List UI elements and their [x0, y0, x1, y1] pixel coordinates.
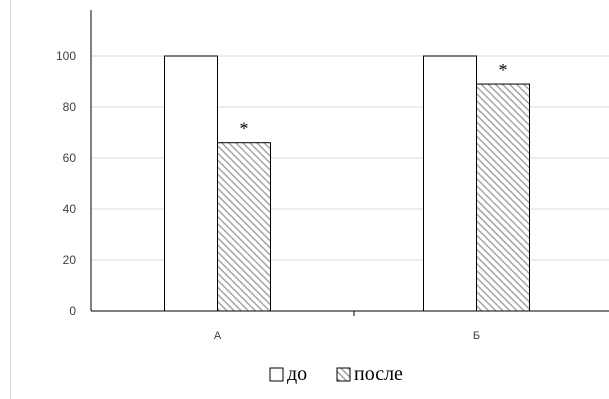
bar-after	[217, 142, 271, 312]
y-tick-label: 80	[63, 100, 77, 114]
significance-asterisk: *	[240, 119, 249, 139]
bar-after	[476, 83, 530, 312]
bar-before	[164, 55, 218, 312]
bars	[164, 55, 530, 312]
bar-before	[423, 55, 477, 312]
annotations: **	[240, 60, 508, 139]
legend-swatch-after	[336, 367, 351, 382]
legend-label-after: после	[354, 363, 403, 385]
legend-swatch-before	[269, 367, 284, 382]
left-border-line	[10, 0, 11, 399]
y-tick-label: 0	[69, 304, 76, 318]
significance-asterisk: *	[499, 60, 508, 80]
legend-label-before: до	[287, 363, 307, 385]
y-tick-label: 40	[63, 202, 77, 216]
y-tick-labels: 0 20 40 60 80 100	[56, 49, 76, 318]
legend: до после	[269, 363, 403, 385]
y-tick-label: 60	[63, 151, 77, 165]
x-category-label: А	[214, 330, 222, 342]
y-tick-label: 20	[63, 253, 77, 267]
y-tick-label: 100	[56, 49, 76, 63]
x-category-label: Б	[473, 330, 480, 342]
